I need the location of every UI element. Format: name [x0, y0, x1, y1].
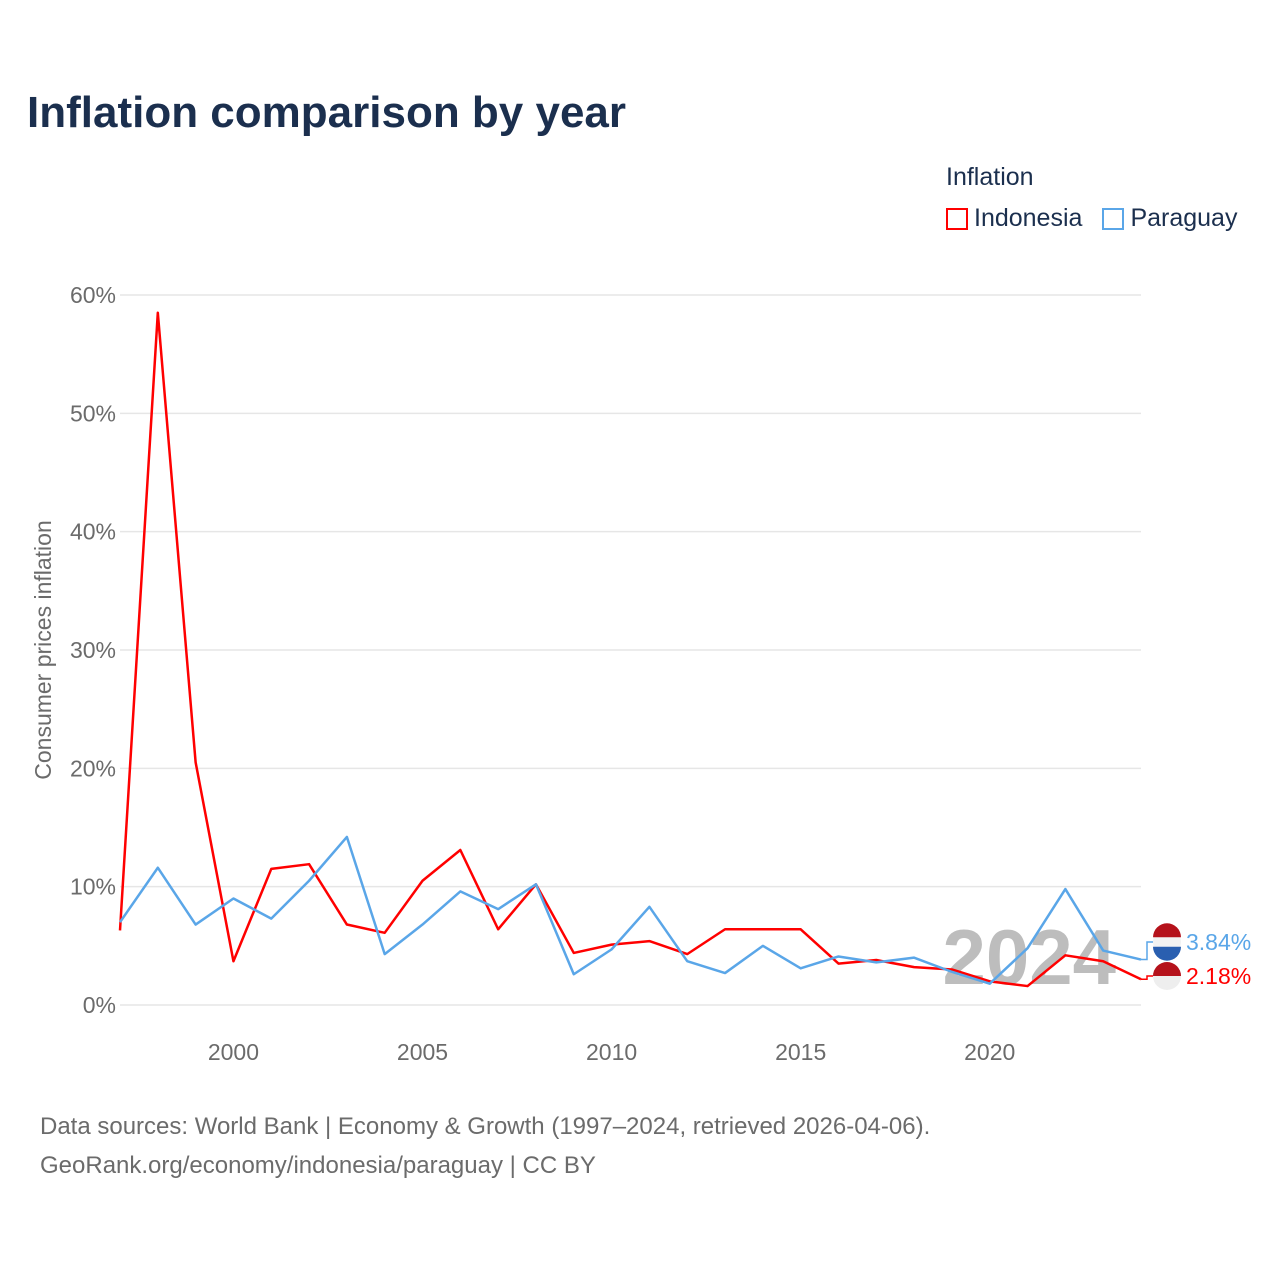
flag-stripe [1153, 946, 1181, 961]
attribution-link[interactable]: GeoRank.org/economy/indonesia/paraguay |… [40, 1152, 596, 1179]
flag-stripe [1153, 962, 1181, 976]
end-value-label: 2.18% [1186, 963, 1251, 989]
legend: Indonesia Paraguay [946, 204, 1237, 233]
source-note: Data sources: World Bank | Economy & Gro… [40, 1113, 931, 1140]
y-tick-label: 40% [70, 519, 116, 545]
x-tick-label: 2005 [397, 1039, 448, 1065]
x-tick-label: 2015 [775, 1039, 826, 1065]
year-watermark: 2024 [942, 913, 1116, 1001]
legend-item-indonesia[interactable]: Indonesia [946, 204, 1082, 233]
y-axis-label: Consumer prices inflation [30, 520, 56, 780]
x-tick-label: 2020 [964, 1039, 1015, 1065]
y-tick-label: 0% [83, 992, 116, 1018]
series-line-paraguay [118, 835, 1142, 985]
flag-stripe [1153, 923, 1181, 938]
page-title: Inflation comparison by year [27, 88, 627, 137]
x-tick-label: 2010 [586, 1039, 637, 1065]
legend-item-paraguay[interactable]: Paraguay [1102, 204, 1237, 233]
end-connector [1141, 941, 1153, 961]
y-tick-label: 50% [70, 400, 116, 426]
end-connector [1141, 975, 1153, 980]
series-line-indonesia [118, 311, 1142, 988]
legend-label: Indonesia [974, 204, 1083, 232]
y-tick-label: 10% [70, 874, 116, 900]
y-tick-label: 20% [70, 755, 116, 781]
y-tick-label: 30% [70, 637, 116, 663]
legend-label: Paraguay [1130, 204, 1238, 232]
x-tick-label: 2000 [208, 1039, 259, 1065]
end-value-label: 3.84% [1186, 929, 1251, 955]
legend-swatch-paraguay [1102, 207, 1125, 230]
y-tick-label: 60% [70, 282, 116, 308]
legend-title: Inflation [946, 163, 1034, 191]
legend-swatch-indonesia [946, 207, 968, 230]
footer: Data sources: World Bank | Economy & Gro… [40, 1107, 930, 1185]
